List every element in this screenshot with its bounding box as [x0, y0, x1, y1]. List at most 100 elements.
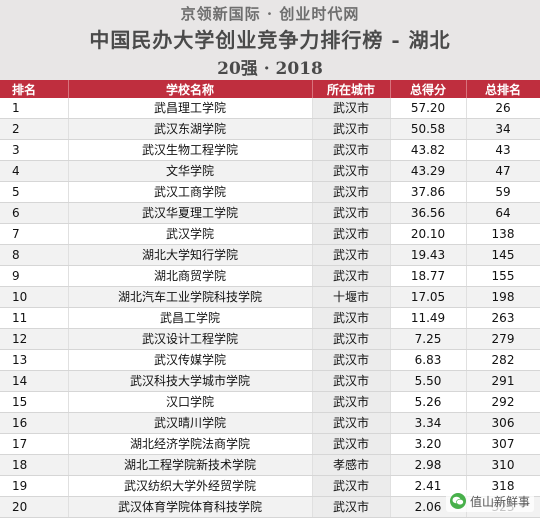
cell-overall-rank: 155: [466, 265, 540, 287]
header-rank: 排名: [0, 80, 69, 98]
cell-rank: 7: [0, 223, 69, 245]
cell-rank: 15: [0, 391, 69, 413]
cell-score: 5.26: [390, 391, 467, 413]
table-row: 1 武昌理工学院 武汉市 57.20 26: [0, 98, 540, 119]
cell-city: 武汉市: [312, 328, 391, 350]
cell-city: 武汉市: [312, 244, 391, 266]
cell-rank: 19: [0, 475, 69, 497]
cell-overall-rank: 292: [466, 391, 540, 413]
cell-overall-rank: 263: [466, 307, 540, 329]
table-row: 16 武汉晴川学院 武汉市 3.34 306: [0, 412, 540, 434]
cell-rank: 9: [0, 265, 69, 287]
table-header-row: 排名 学校名称 所在城市 总得分 总排名: [0, 80, 540, 98]
cell-city: 十堰市: [312, 286, 391, 308]
cell-rank: 16: [0, 412, 69, 434]
cell-city: 武汉市: [312, 433, 391, 455]
cell-city: 武汉市: [312, 139, 391, 161]
cell-city: 武汉市: [312, 391, 391, 413]
table-row: 6 武汉华夏理工学院 武汉市 36.56 64: [0, 202, 540, 224]
cell-school: 武汉纺织大学外经贸学院: [68, 475, 313, 497]
table-row: 12 武汉设计工程学院 武汉市 7.25 279: [0, 328, 540, 350]
table-row: 2 武汉东湖学院 武汉市 50.58 34: [0, 118, 540, 140]
cell-score: 3.34: [390, 412, 467, 434]
cell-school: 汉口学院: [68, 391, 313, 413]
cell-school: 武汉生物工程学院: [68, 139, 313, 161]
page-subtitle: 京领新国际 · 创业时代网: [180, 5, 360, 23]
cell-rank: 14: [0, 370, 69, 392]
cell-school: 湖北经济学院法商学院: [68, 433, 313, 455]
cell-rank: 2: [0, 118, 69, 140]
table-row: 7 武汉学院 武汉市 20.10 138: [0, 223, 540, 245]
watermark-text: 值山新鲜事: [469, 494, 530, 509]
cell-city: 武汉市: [312, 98, 391, 119]
cell-overall-rank: 43: [466, 139, 540, 161]
cell-overall-rank: 59: [466, 181, 540, 203]
cell-overall-rank: 138: [466, 223, 540, 245]
cell-city: 武汉市: [312, 202, 391, 224]
cell-school: 武汉工商学院: [68, 181, 313, 203]
table-row: 3 武汉生物工程学院 武汉市 43.82 43: [0, 139, 540, 161]
cell-score: 5.50: [390, 370, 467, 392]
wechat-icon: [449, 493, 466, 509]
cell-city: 武汉市: [312, 223, 391, 245]
cell-score: 50.58: [390, 118, 467, 140]
table-row: 13 武汉传媒学院 武汉市 6.83 282: [0, 349, 540, 371]
cell-school: 武昌工学院: [68, 307, 313, 329]
cell-score: 43.29: [390, 160, 467, 182]
cell-city: 武汉市: [312, 412, 391, 434]
table-row: 17 湖北经济学院法商学院 武汉市 3.20 307: [0, 433, 540, 455]
cell-overall-rank: 282: [466, 349, 540, 371]
cell-city: 孝感市: [312, 454, 391, 476]
table-row: 18 湖北工程学院新技术学院 孝感市 2.98 310: [0, 454, 540, 476]
cell-school: 湖北工程学院新技术学院: [68, 454, 313, 476]
cell-school: 湖北商贸学院: [68, 265, 313, 287]
cell-score: 6.83: [390, 349, 467, 371]
header-city: 所在城市: [312, 80, 391, 98]
cell-overall-rank: 47: [466, 160, 540, 182]
header-score: 总得分: [390, 80, 467, 98]
cell-score: 3.20: [390, 433, 467, 455]
cell-score: 57.20: [390, 98, 467, 119]
cell-city: 武汉市: [312, 181, 391, 203]
header-overall-rank: 总排名: [466, 80, 540, 98]
cell-overall-rank: 198: [466, 286, 540, 308]
cell-overall-rank: 64: [466, 202, 540, 224]
cell-overall-rank: 34: [466, 118, 540, 140]
cell-score: 2.06: [390, 496, 467, 518]
page-title: 中国民办大学创业竞争力排行榜 - 湖北: [89, 28, 451, 52]
table-row: 9 湖北商贸学院 武汉市 18.77 155: [0, 265, 540, 287]
cell-score: 37.86: [390, 181, 467, 203]
cell-score: 19.43: [390, 244, 467, 266]
cell-school: 武汉体育学院体育科技学院: [68, 496, 313, 518]
cell-overall-rank: 279: [466, 328, 540, 350]
cell-city: 武汉市: [312, 160, 391, 182]
table-row: 11 武昌工学院 武汉市 11.49 263: [0, 307, 540, 329]
cell-city: 武汉市: [312, 475, 391, 497]
cell-city: 武汉市: [312, 349, 391, 371]
cell-overall-rank: 291: [466, 370, 540, 392]
cell-overall-rank: 26: [466, 98, 540, 119]
cell-rank: 10: [0, 286, 69, 308]
cell-city: 武汉市: [312, 496, 391, 518]
cell-score: 43.82: [390, 139, 467, 161]
cell-city: 武汉市: [312, 118, 391, 140]
cell-school: 武汉学院: [68, 223, 313, 245]
cell-school: 武汉设计工程学院: [68, 328, 313, 350]
cell-rank: 20: [0, 496, 69, 518]
cell-school: 武汉传媒学院: [68, 349, 313, 371]
cell-overall-rank: 306: [466, 412, 540, 434]
table-row: 10 湖北汽车工业学院科技学院 十堰市 17.05 198: [0, 286, 540, 308]
cell-rank: 12: [0, 328, 69, 350]
cell-city: 武汉市: [312, 307, 391, 329]
table-row: 4 文华学院 武汉市 43.29 47: [0, 160, 540, 182]
watermark: 值山新鲜事: [445, 490, 534, 512]
table-row: 14 武汉科技大学城市学院 武汉市 5.50 291: [0, 370, 540, 392]
cell-school: 武昌理工学院: [68, 98, 313, 119]
cell-school: 文华学院: [68, 160, 313, 182]
cell-score: 2.98: [390, 454, 467, 476]
cell-rank: 11: [0, 307, 69, 329]
cell-score: 7.25: [390, 328, 467, 350]
cell-score: 20.10: [390, 223, 467, 245]
cell-overall-rank: 307: [466, 433, 540, 455]
